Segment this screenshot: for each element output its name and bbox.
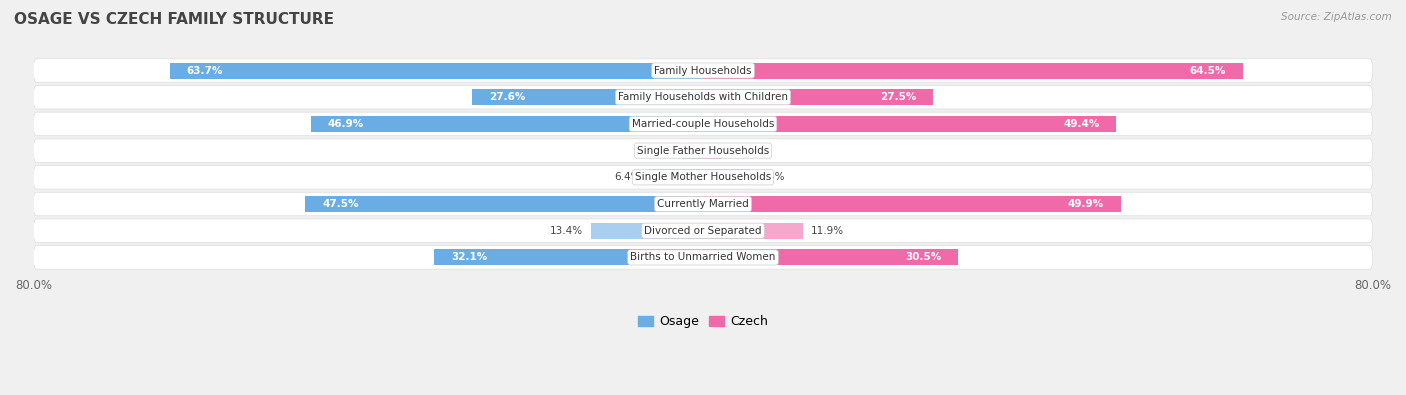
Text: 2.3%: 2.3% xyxy=(731,146,756,156)
Text: Divorced or Separated: Divorced or Separated xyxy=(644,226,762,236)
Bar xyxy=(703,89,934,105)
FancyBboxPatch shape xyxy=(34,112,1372,135)
Bar xyxy=(472,89,703,105)
Text: 64.5%: 64.5% xyxy=(1189,66,1226,75)
Text: 11.9%: 11.9% xyxy=(811,226,844,236)
Text: 47.5%: 47.5% xyxy=(322,199,359,209)
Text: 49.9%: 49.9% xyxy=(1067,199,1104,209)
Text: 63.7%: 63.7% xyxy=(187,66,224,75)
FancyBboxPatch shape xyxy=(34,139,1372,162)
Text: 30.5%: 30.5% xyxy=(905,252,942,262)
Text: 2.5%: 2.5% xyxy=(647,146,673,156)
Text: Married-couple Households: Married-couple Households xyxy=(631,119,775,129)
Bar xyxy=(311,116,703,132)
FancyBboxPatch shape xyxy=(34,85,1372,109)
Text: Single Father Households: Single Father Households xyxy=(637,146,769,156)
Text: 32.1%: 32.1% xyxy=(451,252,488,262)
FancyBboxPatch shape xyxy=(34,192,1372,216)
Legend: Osage, Czech: Osage, Czech xyxy=(638,316,768,329)
Text: 49.4%: 49.4% xyxy=(1063,119,1099,129)
Bar xyxy=(703,116,1116,132)
Bar xyxy=(650,169,703,185)
Text: Source: ZipAtlas.com: Source: ZipAtlas.com xyxy=(1281,12,1392,22)
Text: 6.4%: 6.4% xyxy=(614,172,641,182)
Text: Family Households with Children: Family Households with Children xyxy=(619,92,787,102)
FancyBboxPatch shape xyxy=(34,59,1372,82)
Text: OSAGE VS CZECH FAMILY STRUCTURE: OSAGE VS CZECH FAMILY STRUCTURE xyxy=(14,12,335,27)
Bar xyxy=(703,196,1121,212)
Text: 5.6%: 5.6% xyxy=(758,172,785,182)
Bar xyxy=(703,223,803,239)
Text: 27.6%: 27.6% xyxy=(489,92,524,102)
FancyBboxPatch shape xyxy=(34,246,1372,269)
Bar xyxy=(434,249,703,265)
Text: 13.4%: 13.4% xyxy=(550,226,582,236)
Text: Currently Married: Currently Married xyxy=(657,199,749,209)
Text: Single Mother Households: Single Mother Households xyxy=(636,172,770,182)
Bar xyxy=(703,169,749,185)
Bar xyxy=(703,249,959,265)
Bar xyxy=(591,223,703,239)
FancyBboxPatch shape xyxy=(34,219,1372,243)
Bar xyxy=(305,196,703,212)
Bar xyxy=(703,143,723,159)
FancyBboxPatch shape xyxy=(34,166,1372,189)
Bar xyxy=(170,62,703,79)
Bar xyxy=(682,143,703,159)
Text: 27.5%: 27.5% xyxy=(880,92,917,102)
Text: Family Households: Family Households xyxy=(654,66,752,75)
Bar xyxy=(703,62,1243,79)
Text: Births to Unmarried Women: Births to Unmarried Women xyxy=(630,252,776,262)
Text: 46.9%: 46.9% xyxy=(328,119,364,129)
